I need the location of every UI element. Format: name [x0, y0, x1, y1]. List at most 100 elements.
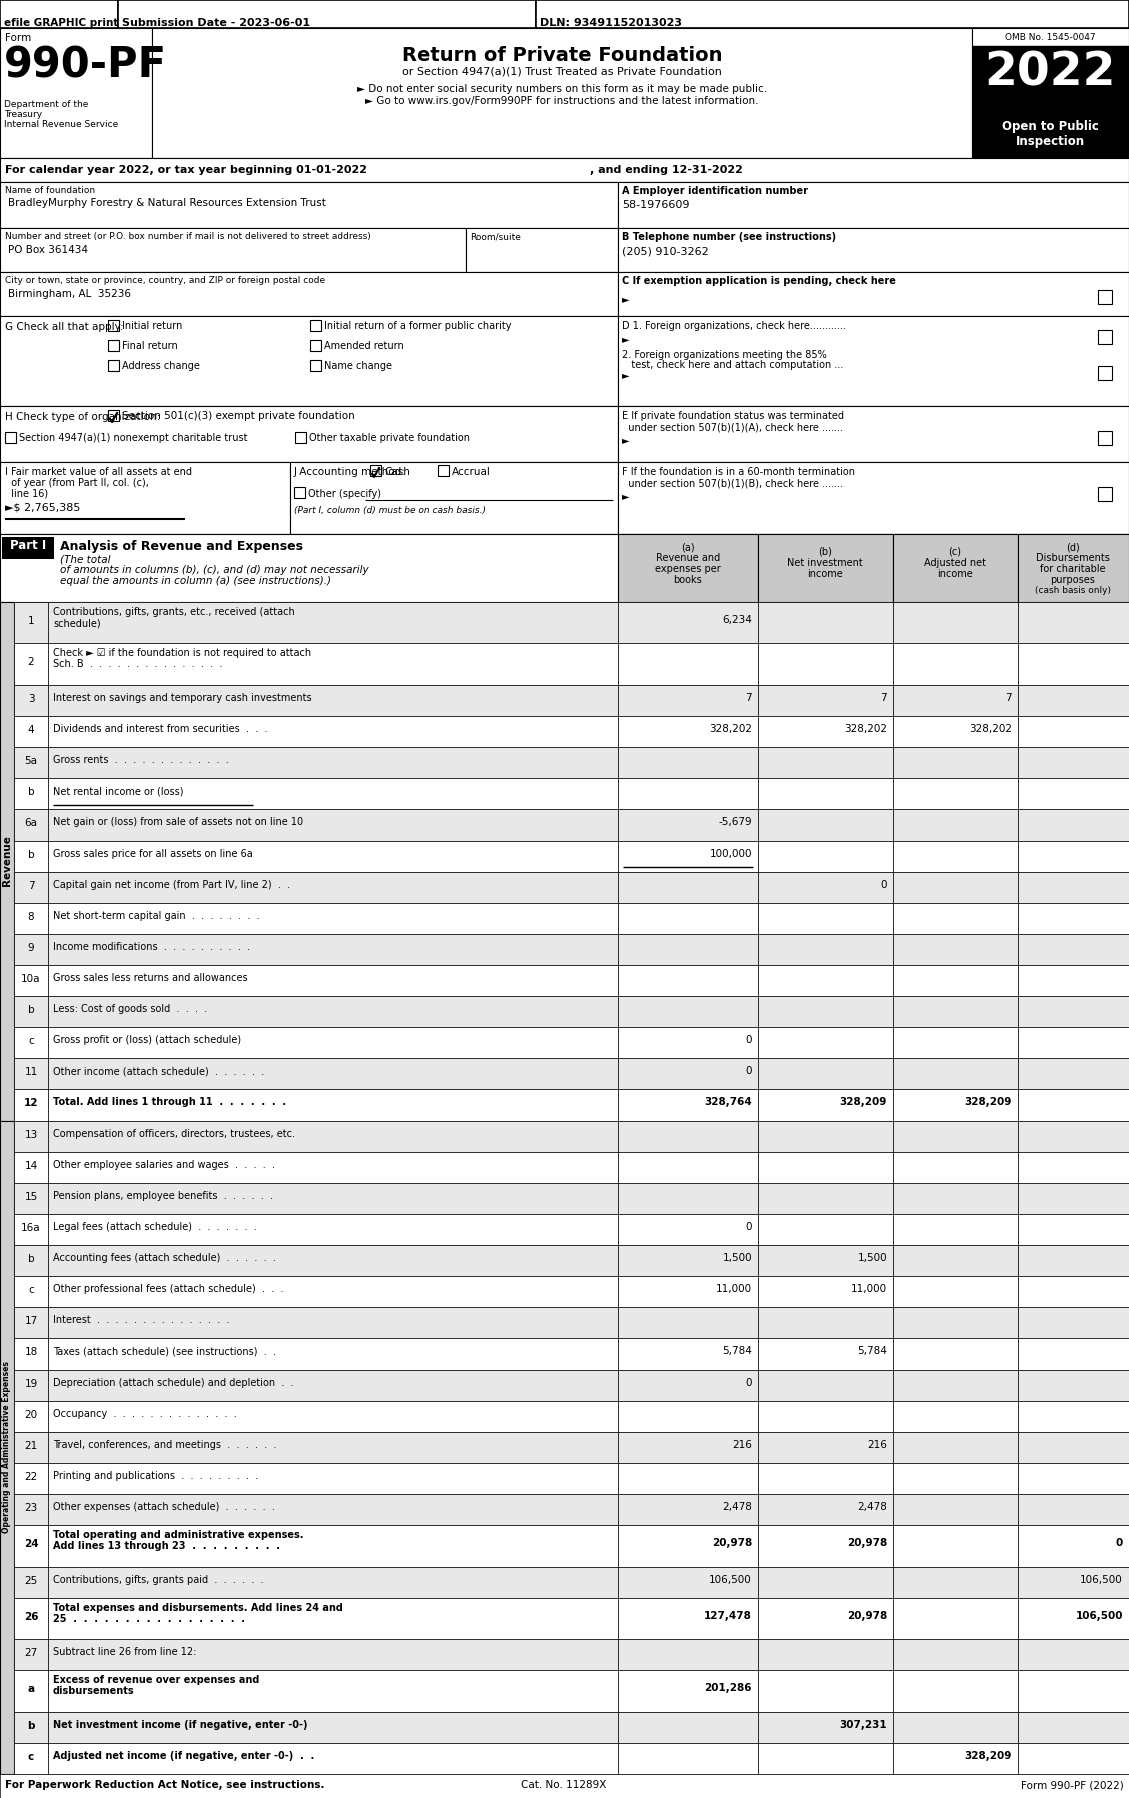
Bar — [14, 1566, 49, 1598]
Bar — [49, 1153, 618, 1183]
Text: 1,500: 1,500 — [723, 1253, 752, 1262]
Bar — [893, 1670, 1018, 1712]
Bar — [0, 316, 618, 406]
Bar — [1018, 1431, 1129, 1464]
Text: -5,679: -5,679 — [718, 818, 752, 827]
Bar — [49, 1370, 618, 1401]
Text: H Check type of organization:: H Check type of organization: — [5, 412, 160, 423]
Text: 5a: 5a — [25, 757, 37, 766]
Bar — [758, 716, 893, 748]
Text: Section 4947(a)(1) nonexempt charitable trust: Section 4947(a)(1) nonexempt charitable … — [19, 433, 247, 442]
Bar — [1099, 487, 1112, 502]
Bar — [49, 1525, 618, 1566]
Text: 17: 17 — [25, 1316, 37, 1327]
Bar — [49, 644, 618, 685]
Bar — [1018, 1183, 1129, 1214]
Text: 2022: 2022 — [984, 50, 1115, 95]
Bar — [758, 840, 893, 872]
Text: 328,209: 328,209 — [964, 1097, 1012, 1108]
Text: 5,784: 5,784 — [723, 1347, 752, 1356]
Bar — [618, 1277, 758, 1307]
Text: BradleyMurphy Forestry & Natural Resources Extension Trust: BradleyMurphy Forestry & Natural Resourc… — [8, 198, 326, 209]
Bar — [49, 1670, 618, 1712]
Bar — [758, 1027, 893, 1059]
Bar — [1099, 367, 1112, 379]
Text: test, check here and attach computation ...: test, check here and attach computation … — [622, 360, 843, 370]
Bar — [618, 966, 758, 996]
Bar — [758, 1307, 893, 1338]
Text: 9: 9 — [28, 942, 34, 953]
Bar — [466, 228, 618, 271]
Text: F If the foundation is in a 60-month termination: F If the foundation is in a 60-month ter… — [622, 467, 855, 476]
Text: For calendar year 2022, or tax year beginning 01-01-2022: For calendar year 2022, or tax year begi… — [5, 165, 367, 174]
Bar — [1018, 1494, 1129, 1525]
Text: OMB No. 1545-0047: OMB No. 1545-0047 — [1005, 32, 1095, 41]
Text: Final return: Final return — [122, 342, 177, 351]
Bar — [49, 966, 618, 996]
Text: Department of the: Department of the — [5, 101, 88, 110]
Text: equal the amounts in column (a) (see instructions).): equal the amounts in column (a) (see ins… — [60, 575, 331, 586]
Bar — [49, 809, 618, 840]
Bar — [1018, 872, 1129, 903]
Bar — [758, 1670, 893, 1712]
Bar — [618, 602, 758, 644]
Bar — [0, 406, 618, 462]
Bar — [618, 316, 1129, 406]
Bar — [618, 1183, 758, 1214]
Text: Internal Revenue Service: Internal Revenue Service — [5, 120, 119, 129]
Text: Form 990-PF (2022): Form 990-PF (2022) — [1022, 1780, 1124, 1791]
Text: ►: ► — [622, 370, 630, 379]
Bar — [152, 29, 972, 158]
Text: Subtract line 26 from line 12:: Subtract line 26 from line 12: — [53, 1647, 196, 1658]
Text: ►$ 2,765,385: ►$ 2,765,385 — [5, 503, 80, 512]
Bar — [49, 1059, 618, 1090]
Text: Contributions, gifts, grants, etc., received (attach: Contributions, gifts, grants, etc., rece… — [53, 608, 295, 617]
Text: of year (from Part II, col. (c),: of year (from Part II, col. (c), — [5, 478, 149, 487]
Bar — [49, 1027, 618, 1059]
Text: of amounts in columns (b), (c), and (d) may not necessarily: of amounts in columns (b), (c), and (d) … — [60, 565, 369, 575]
Text: Gross profit or (loss) (attach schedule): Gross profit or (loss) (attach schedule) — [53, 1036, 242, 1045]
Text: b: b — [27, 1721, 35, 1731]
Bar — [758, 809, 893, 840]
Bar — [758, 1494, 893, 1525]
Text: J Accounting method:: J Accounting method: — [294, 467, 405, 476]
Bar — [294, 487, 305, 498]
Text: Submission Date - 2023-06-01: Submission Date - 2023-06-01 — [122, 18, 310, 29]
Bar — [1099, 331, 1112, 343]
Bar — [618, 1153, 758, 1183]
Bar — [893, 809, 1018, 840]
Text: Accrual: Accrual — [452, 467, 491, 476]
Text: Amended return: Amended return — [324, 342, 404, 351]
Bar — [758, 748, 893, 779]
Bar — [758, 779, 893, 809]
Text: 1: 1 — [28, 617, 34, 626]
Text: a: a — [27, 1685, 35, 1694]
Bar — [14, 1120, 49, 1153]
Bar — [14, 1598, 49, 1640]
Text: Disbursements: Disbursements — [1036, 554, 1110, 563]
Text: (The total: (The total — [60, 554, 111, 565]
Text: ►: ► — [622, 334, 630, 343]
Text: Section 501(c)(3) exempt private foundation: Section 501(c)(3) exempt private foundat… — [122, 412, 355, 421]
Bar — [893, 1277, 1018, 1307]
Text: PO Box 361434: PO Box 361434 — [8, 245, 88, 255]
Text: , and ending 12-31-2022: , and ending 12-31-2022 — [590, 165, 743, 174]
Text: Adjusted net: Adjusted net — [924, 557, 986, 568]
Text: 16a: 16a — [21, 1223, 41, 1233]
Text: Part I: Part I — [10, 539, 46, 552]
Bar — [1018, 534, 1129, 602]
Text: Capital gain net income (from Part IV, line 2)  .  .: Capital gain net income (from Part IV, l… — [53, 879, 290, 890]
Bar — [618, 534, 758, 602]
Text: Interest  .  .  .  .  .  .  .  .  .  .  .  .  .  .  .: Interest . . . . . . . . . . . . . . . — [53, 1316, 229, 1325]
Bar — [49, 779, 618, 809]
Text: Occupancy  .  .  .  .  .  .  .  .  .  .  .  .  .  .: Occupancy . . . . . . . . . . . . . . — [53, 1408, 237, 1419]
Text: 106,500: 106,500 — [709, 1575, 752, 1584]
Text: Address change: Address change — [122, 361, 200, 370]
Text: Gross rents  .  .  .  .  .  .  .  .  .  .  .  .  .: Gross rents . . . . . . . . . . . . . — [53, 755, 229, 766]
Text: c: c — [28, 1751, 34, 1762]
Bar — [893, 685, 1018, 716]
Text: 307,231: 307,231 — [839, 1719, 887, 1730]
Bar — [893, 1059, 1018, 1090]
Text: Adjusted net income (if negative, enter -0-)  .  .: Adjusted net income (if negative, enter … — [53, 1751, 314, 1760]
Text: Other employee salaries and wages  .  .  .  .  .: Other employee salaries and wages . . . … — [53, 1160, 275, 1170]
